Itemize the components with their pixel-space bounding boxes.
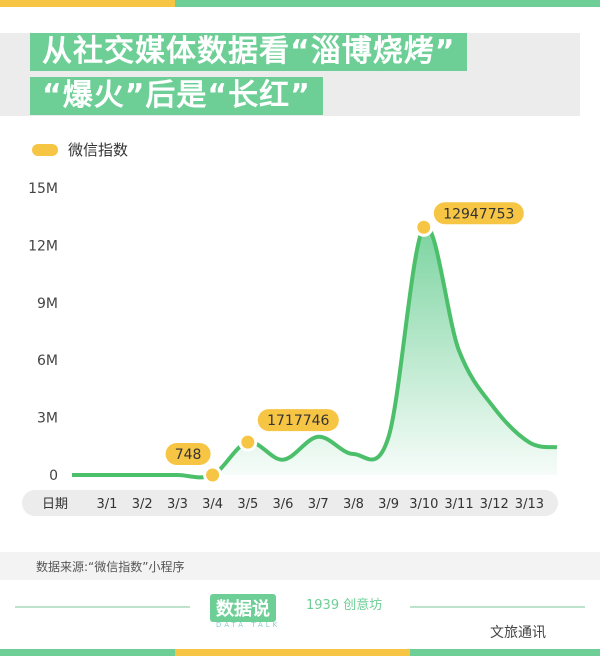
data-point	[238, 432, 258, 452]
legend-label: 微信指数	[68, 141, 129, 159]
top-bar-green	[175, 0, 600, 7]
x-tick-label: 3/2	[132, 497, 153, 512]
legend-swatch	[32, 143, 58, 156]
x-tick-label: 3/11	[444, 497, 473, 512]
x-tick-label: 3/13	[515, 497, 544, 512]
data-label: 748	[175, 447, 202, 463]
x-tick-label: 3/1	[97, 497, 118, 512]
title-line1: 从社交媒体数据看“淄博烧烤”	[30, 33, 468, 71]
data-label-bg	[433, 202, 524, 225]
x-tick-label: 3/9	[378, 497, 399, 512]
y-tick-label: 3M	[37, 411, 58, 427]
y-tick-label: 12M	[28, 238, 58, 254]
data-label: 12947753	[443, 206, 514, 222]
bottom-bar-green	[0, 649, 175, 656]
logo-data-talk-sub: DATA TALK	[216, 621, 281, 629]
watermark: 文旅通讯	[490, 625, 546, 641]
series-line	[71, 224, 558, 480]
title-line2: “爆火”后是“长红”	[30, 77, 323, 115]
x-axis-label: 日期	[42, 497, 68, 512]
data-label-bg	[257, 409, 339, 432]
chart: 日期 0 3M 6M 9M 12M 15M 3/1 3/2 3/3 3/4 3/5 3/6 3/7 3/8…	[22, 181, 558, 516]
data-label: 1717746	[267, 413, 329, 429]
y-tick-label: 0	[49, 468, 58, 484]
series-area	[72, 225, 557, 478]
divider-right	[410, 606, 585, 608]
data-point	[414, 217, 434, 237]
x-tick-label: 3/3	[167, 497, 188, 512]
y-tick-label: 15M	[28, 181, 58, 197]
y-tick-label: 6M	[37, 353, 58, 369]
x-tick-label: 3/6	[273, 497, 294, 512]
data-point	[203, 465, 223, 485]
x-axis-band	[22, 490, 558, 516]
legend: 微信指数	[32, 139, 128, 160]
bottom-bar-orange	[175, 649, 410, 656]
x-tick-label: 3/5	[237, 497, 258, 512]
bottom-bar-green-right	[410, 649, 600, 656]
divider-left	[15, 606, 190, 608]
data-source: 数据来源:“微信指数”小程序	[0, 552, 600, 580]
data-label-bg	[165, 442, 211, 465]
x-tick-label: 3/12	[480, 497, 509, 512]
y-tick-label: 9M	[37, 296, 58, 312]
x-tick-label: 3/4	[202, 497, 223, 512]
x-tick-label: 3/7	[308, 497, 329, 512]
top-bar-orange	[0, 0, 175, 7]
logo-data-talk: 数据说	[210, 594, 276, 622]
x-tick-label: 3/10	[409, 497, 438, 512]
logo-1939: 1939 创意坊	[306, 598, 383, 613]
x-tick-label: 3/8	[343, 497, 364, 512]
